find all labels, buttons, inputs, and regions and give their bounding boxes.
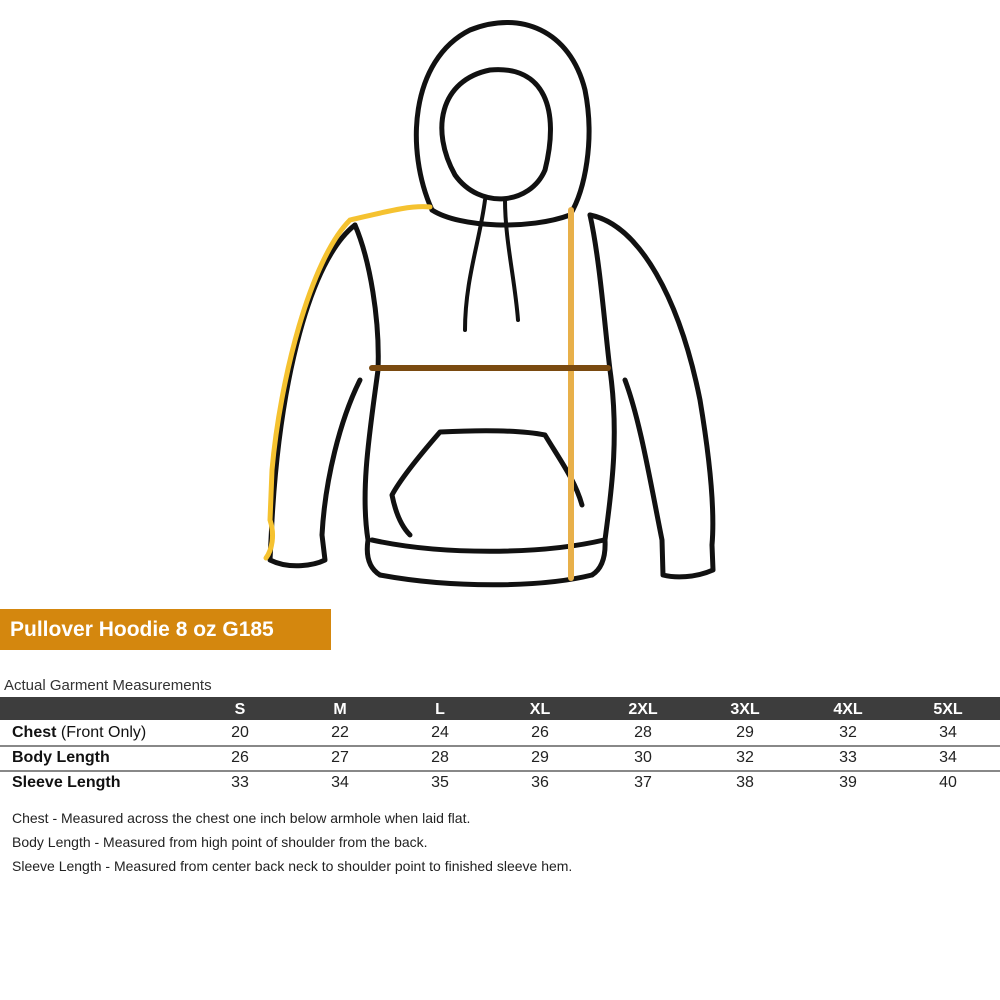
table-row: Body Length 26 27 28 29 30 32 33 34 — [0, 746, 1000, 770]
row-label-text: Chest — [12, 724, 57, 741]
table-cell: 33 — [231, 774, 249, 791]
table-cell: 34 — [939, 749, 957, 766]
table-cell: 34 — [331, 774, 349, 791]
pocket — [389, 428, 585, 538]
face-opening — [439, 67, 553, 202]
table-cell: 39 — [839, 774, 857, 791]
size-header: 3XL — [730, 701, 760, 718]
table-cell: 28 — [634, 724, 652, 741]
row-label: Chest (Front Only) — [12, 721, 146, 745]
table-cell: 26 — [531, 724, 549, 741]
table-cell: 33 — [839, 749, 857, 766]
hoodie-illustration — [263, 20, 716, 588]
table-cell: 34 — [939, 724, 957, 741]
table-cell: 26 — [231, 749, 249, 766]
size-header: 2XL — [628, 701, 658, 718]
row-label-text: Body Length — [12, 749, 110, 766]
table-cell: 40 — [939, 774, 957, 791]
row-label-qualifier: (Front Only) — [60, 724, 147, 741]
row-label: Body Length — [12, 746, 110, 770]
size-header: 5XL — [933, 701, 963, 718]
left-body — [352, 222, 383, 578]
drawstring-left — [463, 198, 487, 332]
size-header: 4XL — [833, 701, 863, 718]
right-body — [587, 212, 617, 578]
size-header: S — [234, 701, 246, 718]
right-sleeve — [587, 212, 716, 580]
drawstring-right — [503, 198, 520, 322]
table-row: Sleeve Length 33 34 35 36 37 38 39 40 — [0, 771, 1000, 795]
table-cell: 32 — [839, 724, 857, 741]
table-cell: 22 — [331, 724, 349, 741]
neckline — [429, 207, 573, 228]
table-caption: Actual Garment Measurements — [4, 677, 212, 694]
size-header: XL — [529, 701, 551, 718]
table-cell: 36 — [531, 774, 549, 791]
note-chest: Chest - Measured across the chest one in… — [12, 810, 471, 826]
row-label-text: Sleeve Length — [12, 774, 121, 791]
hood-outline — [413, 20, 592, 218]
table-cell: 29 — [736, 724, 754, 741]
table-cell: 37 — [634, 774, 652, 791]
table-cell: 28 — [431, 749, 449, 766]
table-cell: 35 — [431, 774, 449, 791]
table-cell: 27 — [331, 749, 349, 766]
table-cell: 30 — [634, 749, 652, 766]
row-divider — [0, 745, 1000, 747]
size-header: L — [435, 701, 445, 718]
row-label: Sleeve Length — [12, 771, 120, 795]
table-cell: 24 — [431, 724, 449, 741]
product-title-banner: Pullover Hoodie 8 oz G185 — [0, 609, 331, 650]
table-cell: 32 — [736, 749, 754, 766]
table-cell: 29 — [531, 749, 549, 766]
sleeve-length-line — [263, 204, 433, 561]
size-header-row: S M L XL 2XL 3XL 4XL 5XL — [0, 697, 1000, 720]
row-divider — [0, 770, 1000, 772]
note-sleeve-length: Sleeve Length - Measured from center bac… — [12, 858, 573, 874]
note-body-length: Body Length - Measured from high point o… — [12, 834, 428, 850]
size-header: M — [333, 701, 347, 718]
table-cell: 38 — [736, 774, 754, 791]
left-sleeve — [267, 222, 363, 569]
table-cell: 20 — [231, 724, 249, 741]
table-row: Chest (Front Only) 20 22 24 26 28 29 32 34 — [0, 721, 1000, 745]
